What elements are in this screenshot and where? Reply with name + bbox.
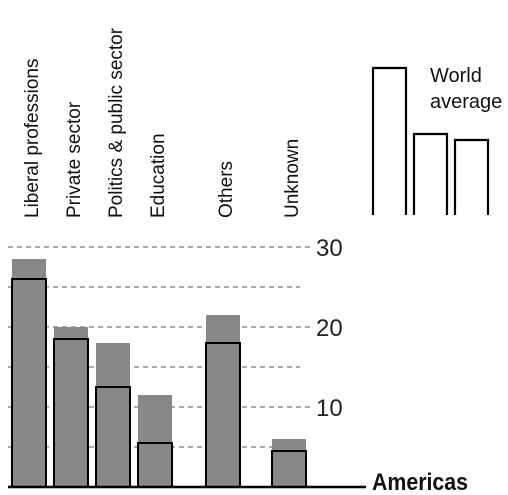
y-tick-label: 30: [316, 235, 343, 262]
world-average-bar: [138, 395, 172, 487]
bar-group-unknown: [271, 439, 307, 488]
world-average-bar: [206, 315, 240, 487]
world-average-bar: [12, 259, 46, 487]
legend: World average: [371, 65, 502, 215]
legend-label-line-2: average: [430, 91, 502, 113]
category-label-education: Education: [148, 133, 169, 218]
bars: [11, 259, 307, 488]
world-average-bar: [54, 327, 88, 487]
bar-group-politics-and-public-sector: [95, 343, 131, 488]
legend-bar-2: [412, 132, 449, 215]
legend-label-line-1: World: [430, 65, 482, 87]
y-tick-labels: 10 20 30: [316, 235, 343, 422]
category-label-unknown: Unknown: [282, 139, 303, 218]
world-average-bar: [272, 439, 306, 487]
category-label-others: Others: [216, 161, 237, 218]
bar-group-liberal-professions: [11, 259, 47, 488]
legend-label: World average: [430, 65, 502, 113]
y-tick-label: 20: [316, 315, 343, 342]
legend-bar-1: [371, 66, 408, 215]
bar-group-education: [137, 395, 173, 488]
category-label-private-sector: Private sector: [64, 101, 85, 218]
y-tick-label: 10: [316, 395, 343, 422]
bar-group-private-sector: [53, 327, 89, 488]
category-labels: Liberal professions Private sector Politic…: [22, 27, 303, 218]
legend-bar-3: [453, 138, 490, 215]
category-label-politics-and-public-sector: Politics & public sector: [106, 27, 127, 218]
world-average-bar: [96, 343, 130, 487]
region-label: Americas: [372, 469, 468, 490]
bar-group-others: [205, 315, 241, 488]
category-label-liberal-professions: Liberal professions: [22, 59, 43, 218]
